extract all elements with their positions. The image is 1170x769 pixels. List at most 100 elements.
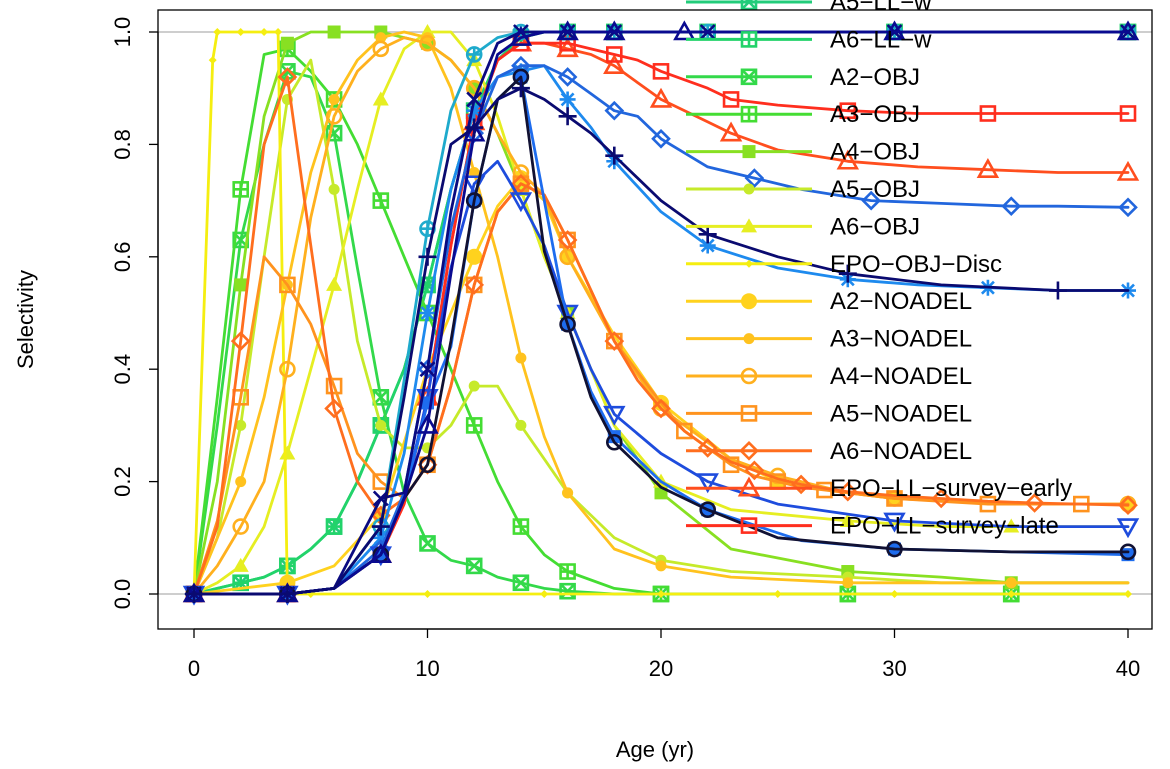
data-point <box>324 398 344 419</box>
data-point <box>1048 281 1067 300</box>
data-point <box>328 183 340 195</box>
legend-item: A6−LL−w <box>686 26 932 53</box>
data-point <box>883 512 906 533</box>
legend-swatch-marker <box>740 105 758 123</box>
legend-item: A6−NOADEL <box>686 438 972 465</box>
data-point <box>655 560 667 572</box>
data-point <box>466 102 483 119</box>
data-point <box>423 590 432 598</box>
data-point <box>418 247 437 266</box>
legend-swatch-marker <box>740 405 758 422</box>
data-point <box>979 105 997 122</box>
legend-swatch-marker <box>740 31 758 48</box>
data-point <box>512 518 530 535</box>
data-point <box>326 276 343 291</box>
data-point <box>697 438 718 458</box>
x-tick-label: 40 <box>1116 656 1140 681</box>
data-point <box>559 315 576 333</box>
data-point <box>232 557 249 572</box>
legend-label: A4−NOADEL <box>830 363 972 390</box>
legend-swatch-marker <box>737 476 761 497</box>
data-point <box>465 79 483 97</box>
data-point <box>371 517 390 536</box>
data-point <box>1024 493 1045 513</box>
y-tick-label: 1.0 <box>110 17 135 48</box>
data-point <box>232 518 249 535</box>
legend-swatch-marker <box>740 367 758 385</box>
data-point <box>657 590 665 598</box>
legend-item: EPO−LL−survey−late <box>686 513 1059 540</box>
legend-item: A4−OBJ <box>686 139 920 166</box>
data-point <box>419 456 436 474</box>
data-point <box>836 149 860 170</box>
data-point <box>605 46 623 63</box>
legend-label: A6−OBJ <box>830 213 920 240</box>
legend-item: A4−NOADEL <box>686 363 972 390</box>
y-axis: 0.0 0.2 0.4 0.6 0.8 1.0 <box>110 17 159 610</box>
data-point <box>465 417 483 434</box>
x-axis: 0 10 20 30 40 <box>188 628 1140 681</box>
data-point <box>279 276 296 294</box>
series-line <box>192 58 1130 596</box>
data-point <box>791 474 811 495</box>
data-point <box>234 278 248 292</box>
data-point <box>842 577 854 589</box>
legend-label: A5−NOADEL <box>830 400 972 427</box>
data-point <box>562 487 574 499</box>
data-point <box>511 79 530 98</box>
legend-item: A5−OBJ <box>686 176 920 203</box>
data-point <box>466 248 483 265</box>
data-point <box>649 87 673 108</box>
data-point <box>416 413 439 434</box>
legend-swatch-marker <box>740 517 758 534</box>
legend-label: A6−NOADEL <box>830 438 972 465</box>
legend-swatch-marker <box>743 183 755 195</box>
legend-swatch-marker <box>745 259 753 268</box>
legend-item: A5−NOADEL <box>686 400 972 427</box>
legend-item: A3−NOADEL <box>686 326 972 353</box>
data-point <box>236 28 245 36</box>
data-point <box>603 54 626 75</box>
data-point <box>722 91 740 108</box>
data-point <box>556 37 579 58</box>
data-point <box>465 46 483 63</box>
legend-label: A5−OBJ <box>830 176 920 203</box>
data-point <box>375 32 387 44</box>
data-point <box>605 146 624 165</box>
legend-item: A2−NOADEL <box>686 288 972 315</box>
legend-label: A4−OBJ <box>830 139 920 166</box>
legend-swatch-marker <box>742 145 756 159</box>
data-point <box>515 419 527 431</box>
data-point <box>540 590 549 598</box>
data-point <box>369 543 393 563</box>
data-point <box>744 168 765 188</box>
legend-label: EPO−LL−survey−early <box>830 475 1072 502</box>
data-point <box>325 518 343 535</box>
series-line <box>192 30 1130 596</box>
data-point <box>465 192 483 209</box>
y-tick-label: 0.6 <box>110 242 135 273</box>
data-point <box>673 20 696 41</box>
data-point <box>419 535 436 552</box>
data-point <box>512 574 530 592</box>
data-point <box>185 585 203 603</box>
data-point <box>837 481 858 502</box>
data-point <box>468 167 480 178</box>
data-point <box>213 28 222 36</box>
reference-lines <box>158 31 1152 595</box>
data-point <box>375 419 387 431</box>
x-tick-label: 30 <box>882 656 906 681</box>
series-7 <box>190 28 1132 598</box>
y-tick-label: 0.0 <box>110 579 135 610</box>
data-point <box>603 405 626 426</box>
legend-label: A6−LL−w <box>830 26 932 53</box>
data-point <box>328 93 340 105</box>
y-tick-label: 0.2 <box>110 466 135 497</box>
data-point <box>558 107 577 126</box>
data-point <box>274 28 283 36</box>
data-point <box>1118 197 1138 218</box>
data-point <box>235 476 247 488</box>
legend-label: A2−NOADEL <box>830 288 972 315</box>
data-point <box>512 164 530 181</box>
data-point <box>515 352 527 364</box>
